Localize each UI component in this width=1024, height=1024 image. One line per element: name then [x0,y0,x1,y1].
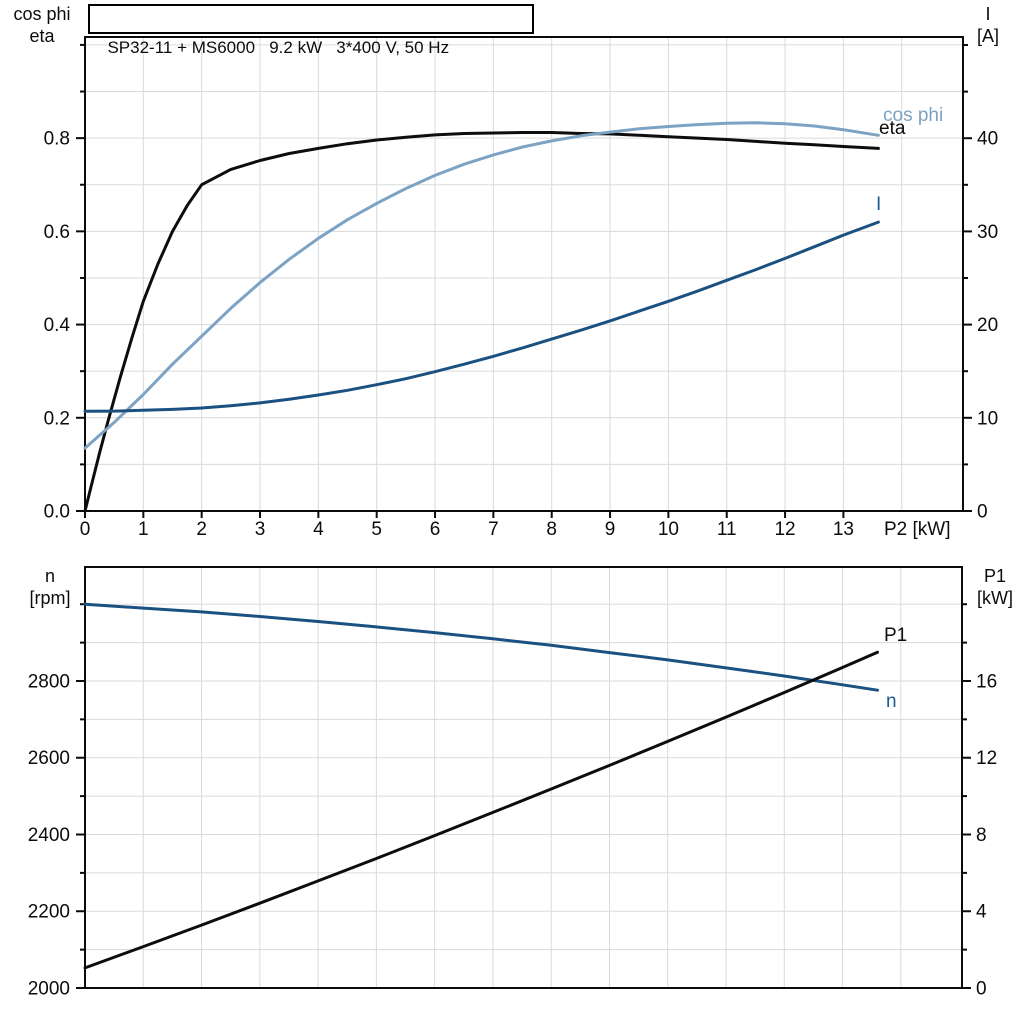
right-tick-label: 30 [977,222,998,243]
x-tick-label: 1 [138,519,149,540]
left-tick-label: 2200 [28,902,70,923]
curve-cos-phi [83,121,880,450]
curve-label-n: n [886,691,897,712]
right-tick-label: 20 [977,315,998,336]
bottom-left-axis-header: n [rpm] [16,565,84,609]
curve-label-I: I [876,194,881,215]
left-tick-label: 0.2 [44,408,70,429]
plot-frame [84,36,964,512]
top-right-axis-title-line1: I [985,4,991,24]
right-tick-label: 12 [976,748,997,769]
right-tick-label: 8 [976,825,987,846]
curve-P1 [83,650,879,970]
right-tick-label: 40 [977,129,998,150]
x-tick-label: 2 [196,519,207,540]
x-tick-label: 9 [605,519,616,540]
x-axis-label: P2 [kW] [884,519,951,540]
x-tick-label: 12 [774,519,795,540]
x-tick-label: 0 [80,519,91,540]
plot-frame [84,566,963,989]
top-left-axis-header: cos phi eta [6,3,78,47]
curve-label-cos-phi: cos phi [883,105,943,126]
curve-eta [83,131,880,513]
right-tick-label: 10 [977,408,998,429]
chart-title: SP32-11 + MS6000 9.2 kW 3*400 V, 50 Hz [107,38,450,57]
left-tick-label: 2600 [28,748,70,769]
bottom-left-axis-title-line1: n [44,566,55,586]
curve-label-P1: P1 [884,625,907,646]
x-tick-label: 5 [371,519,382,540]
top-right-axis-header: I [A] [960,3,1016,47]
x-tick-label: 11 [717,519,737,540]
left-tick-label: 2800 [28,671,70,692]
right-tick-label: 0 [976,979,987,1000]
left-tick-label: 2000 [28,979,70,1000]
x-tick-label: 10 [658,519,679,540]
top-left-axis-title-line1: cos phi [13,4,71,24]
top-right-axis-title-line2: [A] [976,26,999,46]
right-tick-label: 4 [976,902,987,923]
curve-label-eta: eta [879,118,906,139]
x-tick-label: 13 [833,519,854,540]
chart-bottom-speed-power: 2000 2200 2400 2600 2800 0 4 8 12 16 n P1 [28,566,997,1000]
left-tick-label: 0.6 [44,222,70,243]
top-left-axis-title-line2: eta [29,26,55,46]
left-tick-label: 2400 [28,825,70,846]
bottom-right-axis-header: P1 [kW] [966,565,1024,609]
curve-n [83,602,879,692]
chart-top-electrical: 0 1 2 3 4 5 6 7 8 9 10 11 12 13 P2 [kW]0.00.20.40.60.8… [44,36,998,540]
x-tick-label: 3 [255,519,266,540]
left-tick-label: 0.8 [44,129,70,150]
bottom-left-axis-title-line2: [rpm] [29,588,71,608]
x-tick-label: 6 [430,519,441,540]
bottom-right-axis-title-line1: P1 [983,566,1007,586]
curve-I [83,220,880,413]
bottom-right-axis-title-line2: [kW] [977,588,1013,608]
chart-title-box: SP32-11 + MS6000 9.2 kW 3*400 V, 50 Hz [88,4,534,57]
left-tick-label: 0.4 [44,315,71,336]
left-tick-label: 0.0 [44,502,70,523]
x-tick-label: 4 [313,519,324,540]
x-tick-label: 8 [546,519,557,540]
right-tick-label: 0 [977,502,988,523]
x-tick-label: 7 [488,519,499,540]
right-tick-label: 16 [976,671,997,692]
